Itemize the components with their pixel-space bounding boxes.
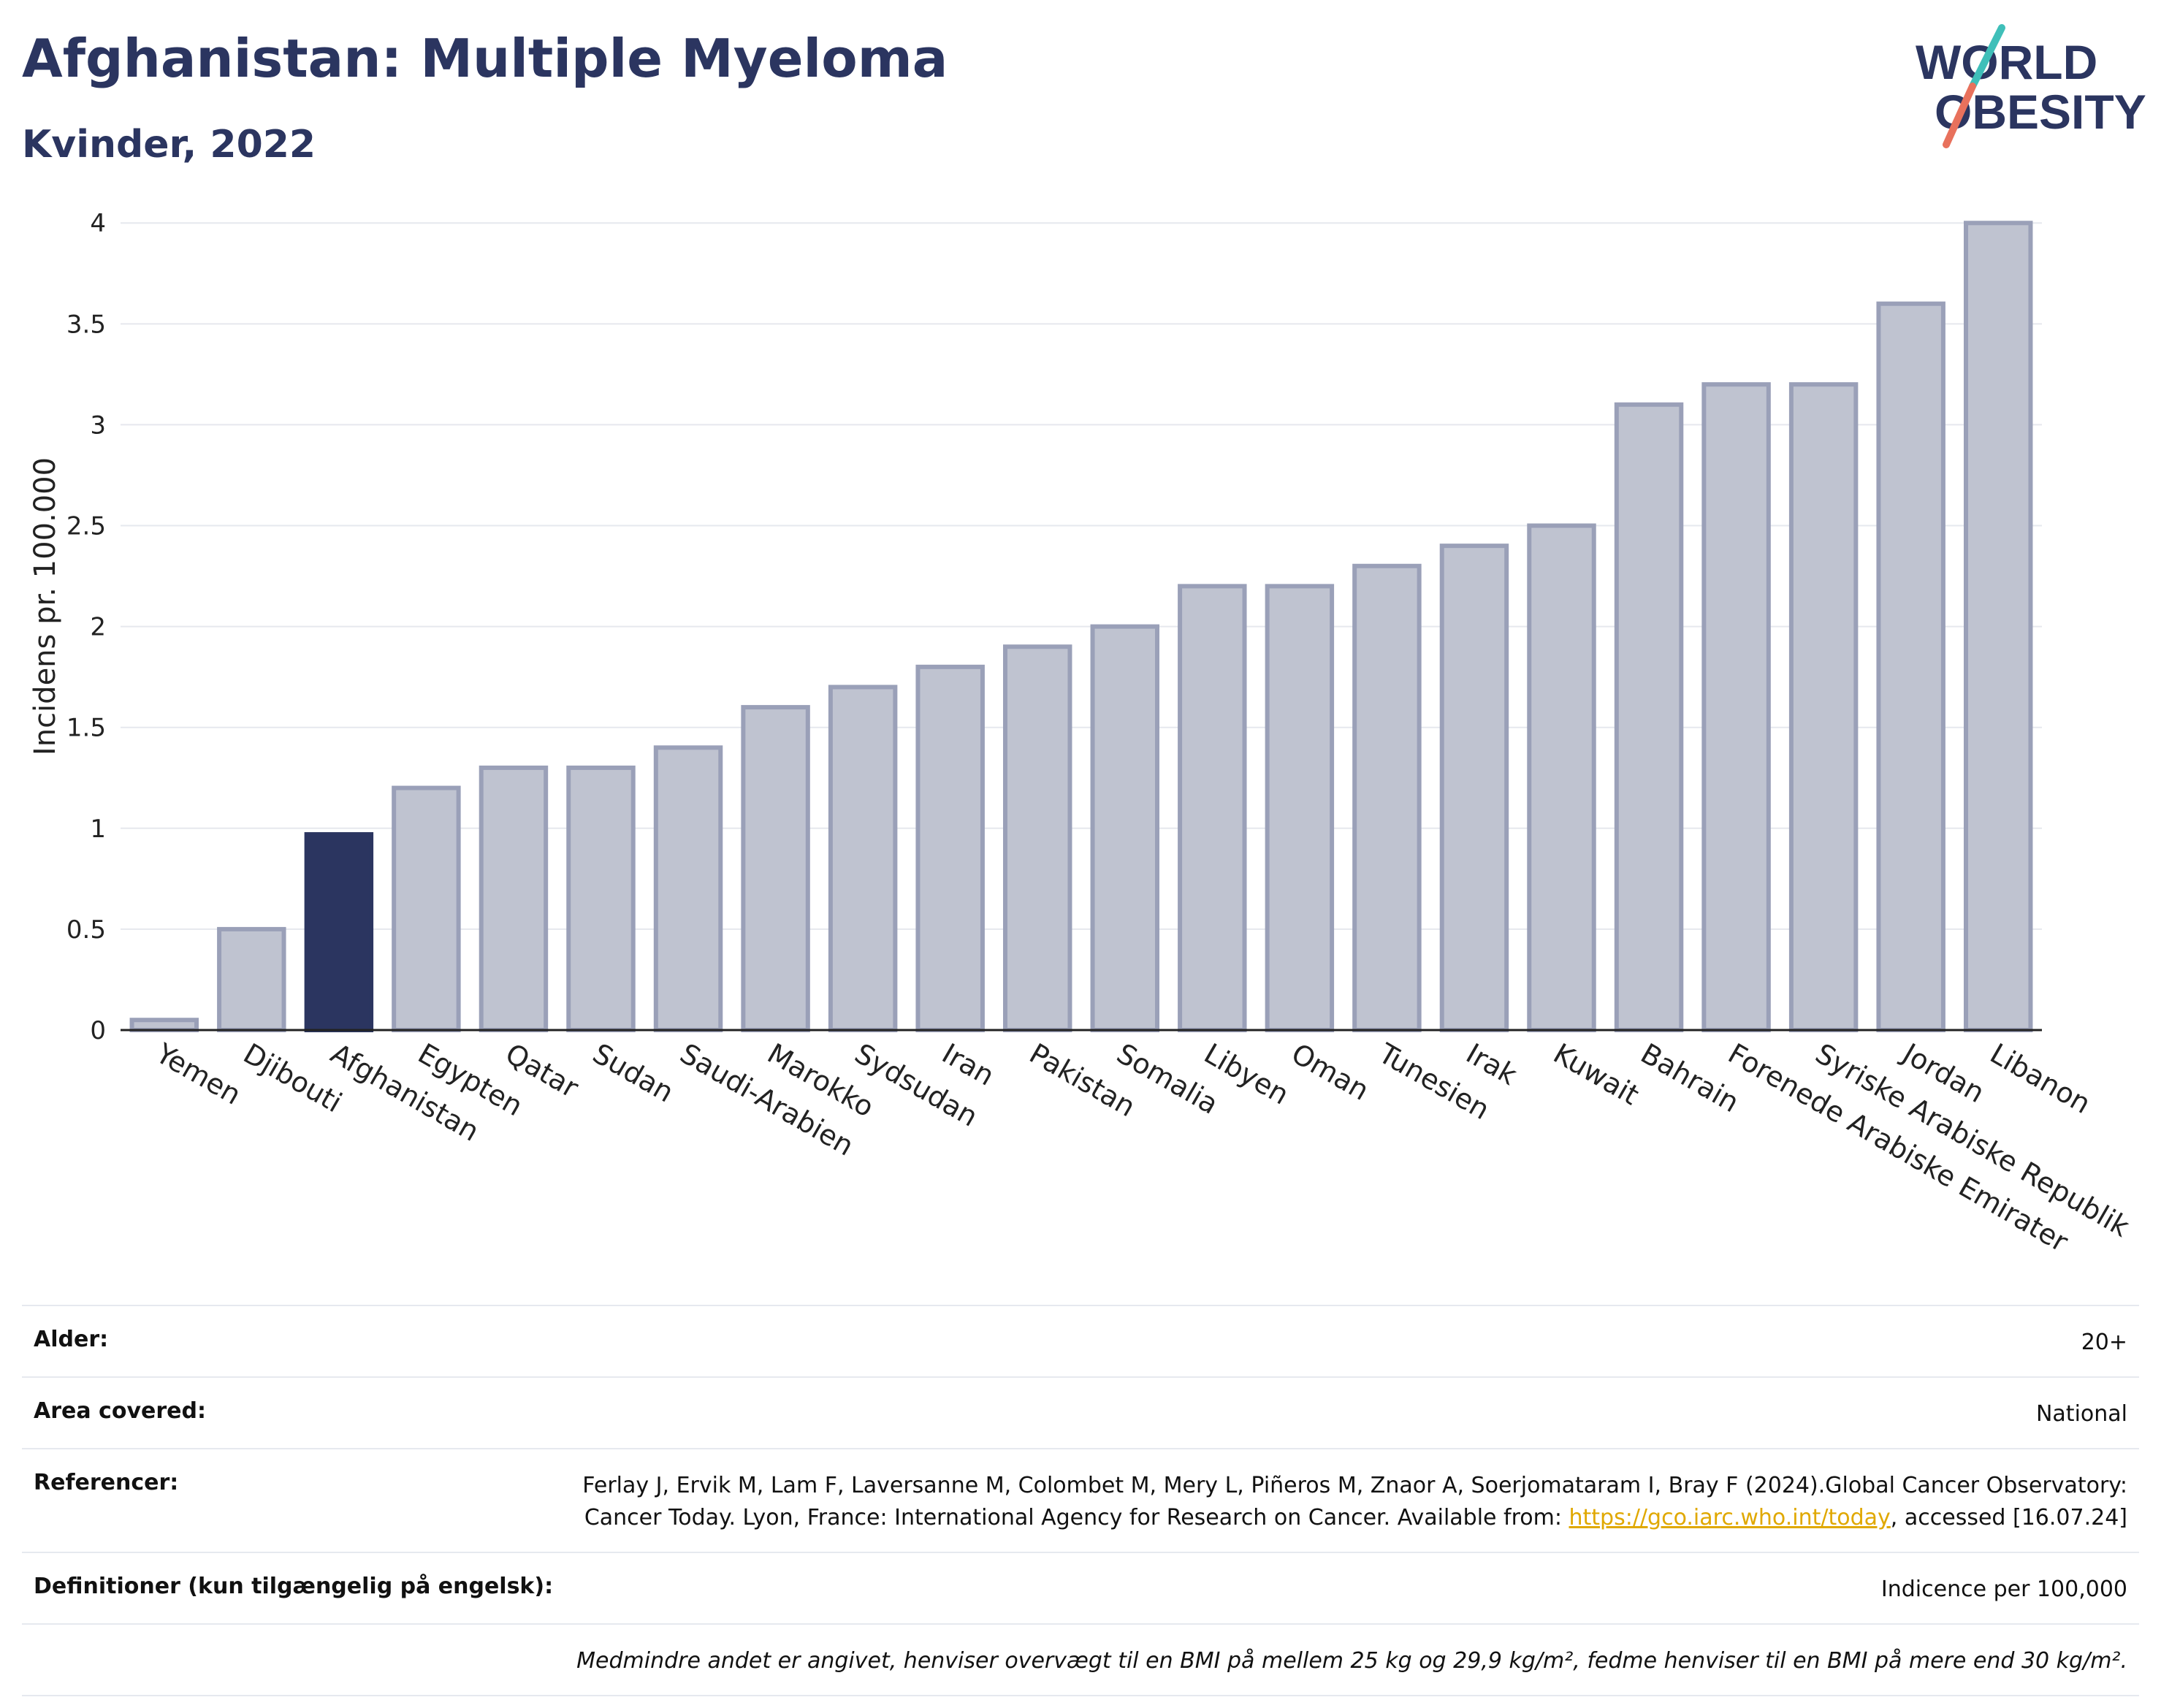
bar: [1265, 584, 1335, 1032]
logo-slash-red: [1943, 83, 1976, 148]
y-tick-label: 2.5: [66, 512, 106, 541]
y-tick-label: 0: [90, 1016, 106, 1045]
bar: [741, 705, 810, 1032]
y-tick-label: 3.5: [66, 310, 106, 339]
x-tick-label: Sudan: [587, 1037, 679, 1109]
definitions-label: Definitioner (kun tilgængelig på engelsk…: [34, 1574, 554, 1599]
page-title: Afghanistan: Multiple Myeloma: [22, 28, 948, 89]
info-row-age: Alder: 20+: [22, 1305, 2139, 1376]
area-label: Area covered:: [34, 1398, 206, 1424]
bar: [1352, 563, 1422, 1032]
bar: [653, 745, 723, 1032]
bar: [1963, 221, 2033, 1033]
logo-line-1: WORLD: [1916, 35, 2097, 89]
info-table: Alder: 20+ Area covered: National Refere…: [22, 1305, 2139, 1696]
y-axis-label: Incidens pr. 100.000: [28, 457, 62, 755]
y-tick-label: 3: [90, 411, 106, 440]
x-tick-label: Kuwait: [1548, 1037, 1644, 1112]
info-row-definitions: Definitioner (kun tilgængelig på engelsk…: [22, 1552, 2139, 1623]
page-subtitle: Kvinder, 2022: [22, 123, 316, 167]
bar: [479, 765, 549, 1032]
bar: [566, 765, 636, 1032]
y-tick-label: 1.5: [66, 714, 106, 743]
bar: [1178, 584, 1247, 1032]
y-tick-label: 2: [90, 613, 106, 642]
references-accessed: , accessed [16.07.24]: [1890, 1505, 2127, 1530]
y-axis-ticks: 0 0.5 1 1.5 2 2.5 3 3.5 4: [66, 209, 106, 1045]
info-row-references: Referencer: Ferlay J, Ervik M, Lam F, La…: [22, 1448, 2139, 1552]
y-tick-label: 4: [90, 209, 106, 238]
area-value: National: [2035, 1401, 2127, 1427]
bar: [1876, 301, 1945, 1032]
x-tick-label: Djibouti: [238, 1037, 348, 1119]
x-tick-label: Bahrain: [1636, 1037, 1745, 1119]
age-label: Alder:: [34, 1327, 109, 1352]
bars: [129, 221, 2033, 1033]
bar: [1090, 624, 1160, 1032]
bar: [1701, 382, 1771, 1032]
bar-highlighted: [304, 832, 374, 1032]
bar: [1614, 402, 1684, 1032]
logo-slash-teal: [1969, 24, 2005, 90]
y-tick-label: 1: [90, 815, 106, 844]
references-label: Referencer:: [34, 1470, 179, 1495]
references-text: Ferlay J, Ervik M, Lam F, Laversanne M, …: [582, 1473, 2127, 1530]
age-value: 20+: [2081, 1330, 2127, 1355]
x-tick-label: Oman: [1286, 1037, 1374, 1107]
footnote: Medmindre andet er angivet, henviser ove…: [576, 1648, 2127, 1674]
x-tick-label: Yemen: [150, 1037, 246, 1111]
references-link[interactable]: https://gco.iarc.who.int/today: [1569, 1505, 1891, 1530]
definitions-value: Indicence per 100,000: [1880, 1577, 2127, 1602]
bar: [1788, 382, 1859, 1032]
bar: [217, 926, 286, 1033]
info-row-area: Area covered: National: [22, 1376, 2139, 1448]
bar: [392, 785, 461, 1032]
bar: [915, 664, 985, 1032]
world-obesity-logo: WORLD OBESITY: [1916, 24, 2146, 148]
bar: [129, 1018, 199, 1032]
bar: [1002, 644, 1072, 1032]
bar: [828, 685, 898, 1032]
references-value: Ferlay J, Ervik M, Lam F, Laversanne M, …: [557, 1470, 2127, 1534]
bar: [1439, 544, 1509, 1032]
x-tick-label: Libanon: [1985, 1037, 2096, 1120]
info-row-note: Medmindre andet er angivet, henviser ove…: [22, 1623, 2139, 1696]
y-tick-label: 0.5: [66, 915, 106, 945]
bar: [1527, 523, 1596, 1032]
bar-chart: 0 0.5 1 1.5 2 2.5 3 3.5 4 YemenDjiboutiAfghanist…: [28, 209, 2135, 1259]
